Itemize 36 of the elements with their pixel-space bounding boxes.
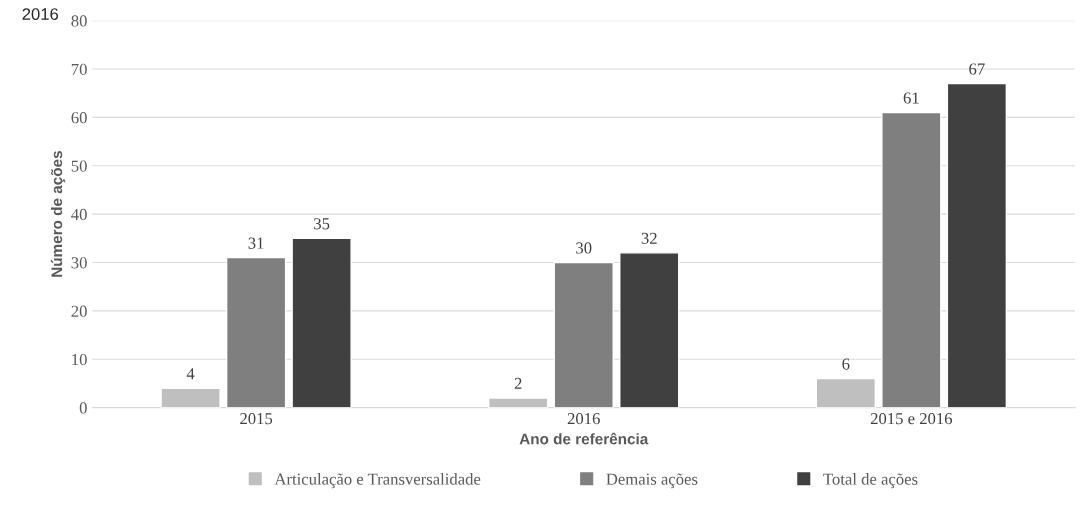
- bar: [619, 252, 680, 408]
- data-label: 67: [969, 63, 985, 75]
- bar: [881, 111, 942, 408]
- data-label: 6: [842, 358, 850, 370]
- bar: [225, 256, 287, 408]
- x-tick-label: 2016: [567, 412, 600, 425]
- legend-label: Demais ações: [606, 473, 698, 489]
- y-tick-label: 50: [71, 160, 87, 172]
- bar: [815, 377, 876, 408]
- y-tick-label: 70: [71, 63, 87, 75]
- data-label: 2: [514, 377, 522, 389]
- text: 2016: [22, 8, 59, 20]
- y-tick-label: 20: [71, 305, 87, 317]
- y-tick-label: 80: [71, 15, 87, 27]
- y-tick-label: 10: [72, 353, 87, 366]
- data-label: 4: [186, 368, 195, 380]
- y-axis-title: Número de ações: [50, 151, 66, 277]
- y-tick-label: 40: [71, 208, 87, 221]
- bar: [160, 387, 221, 408]
- legend-label: Articulação e Transversalidade: [274, 473, 481, 489]
- data-label: 32: [641, 232, 657, 244]
- data-label: 31: [248, 237, 264, 249]
- y-tick-label: 0: [79, 402, 87, 414]
- bar: [291, 237, 352, 408]
- data-label: 30: [576, 242, 592, 254]
- bar: [946, 82, 1008, 408]
- data-label: 35: [314, 218, 330, 230]
- y-tick-label: 30: [71, 257, 87, 269]
- data-label: 61: [903, 92, 919, 104]
- x-axis-title: Ano de referência: [519, 432, 649, 445]
- x-tick-label: 2015 e 2016: [870, 412, 953, 425]
- y-tick-label: 60: [71, 112, 87, 124]
- bar: [553, 261, 614, 408]
- legend-label: Total de ações: [823, 473, 918, 489]
- x-tick-label: 2015: [240, 412, 273, 425]
- bar: [488, 397, 549, 408]
